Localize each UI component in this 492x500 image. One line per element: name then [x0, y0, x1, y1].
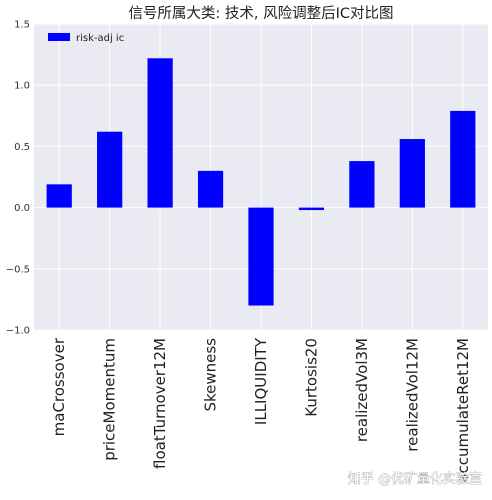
- x-axis-ticks: maCrossover priceMomentum floatTurnover12M…: [50, 337, 472, 483]
- bars: [46, 58, 476, 306]
- y-tick-label: 0.0: [14, 203, 30, 214]
- y-tick-label: 1.5: [14, 20, 30, 31]
- chart-title: 信号所属大类: 技术, 风险调整后IC对比图: [128, 5, 393, 22]
- y-tick-label: 1.0: [14, 81, 30, 92]
- legend-label: risk-adj ic: [76, 33, 124, 44]
- watermark-text: 知乎 @优矿量化实验室: [348, 471, 482, 487]
- x-tick-label: Skewness: [202, 338, 220, 412]
- bar-Skewness: [197, 170, 224, 208]
- x-tick-label: realizedVol3M: [353, 338, 371, 442]
- y-axis-ticks: −1.0 −0.5 0.0 0.5 1.0 1.5: [6, 20, 30, 337]
- x-tick-label: priceMomentum: [101, 338, 119, 461]
- y-tick-label: −0.5: [6, 264, 30, 275]
- bar-realizedVol12M: [399, 139, 425, 208]
- bar-accumulateRet12M: [450, 110, 476, 208]
- bar-Kurtosis20: [298, 207, 325, 211]
- y-tick-label: 0.5: [14, 142, 30, 153]
- bar-floatTurnover12M: [147, 58, 173, 208]
- x-tick-label: realizedVol12M: [403, 338, 421, 452]
- x-tick-label: maCrossover: [50, 337, 68, 436]
- bar-maCrossover: [46, 184, 72, 208]
- y-tick-label: −1.0: [6, 326, 30, 337]
- x-tick-label: floatTurnover12M: [151, 338, 169, 469]
- x-tick-label: accumulateRet12M: [454, 338, 472, 483]
- legend-swatch: [48, 33, 70, 41]
- x-tick-label: Kurtosis20: [302, 338, 320, 417]
- x-tick-label: ILLIQUIDITY: [252, 337, 270, 425]
- legend: risk-adj ic: [48, 33, 124, 44]
- bar-priceMomentum: [97, 131, 123, 208]
- bar-ILLIQUIDITY: [248, 207, 274, 306]
- bar-realizedVol3M: [349, 161, 375, 208]
